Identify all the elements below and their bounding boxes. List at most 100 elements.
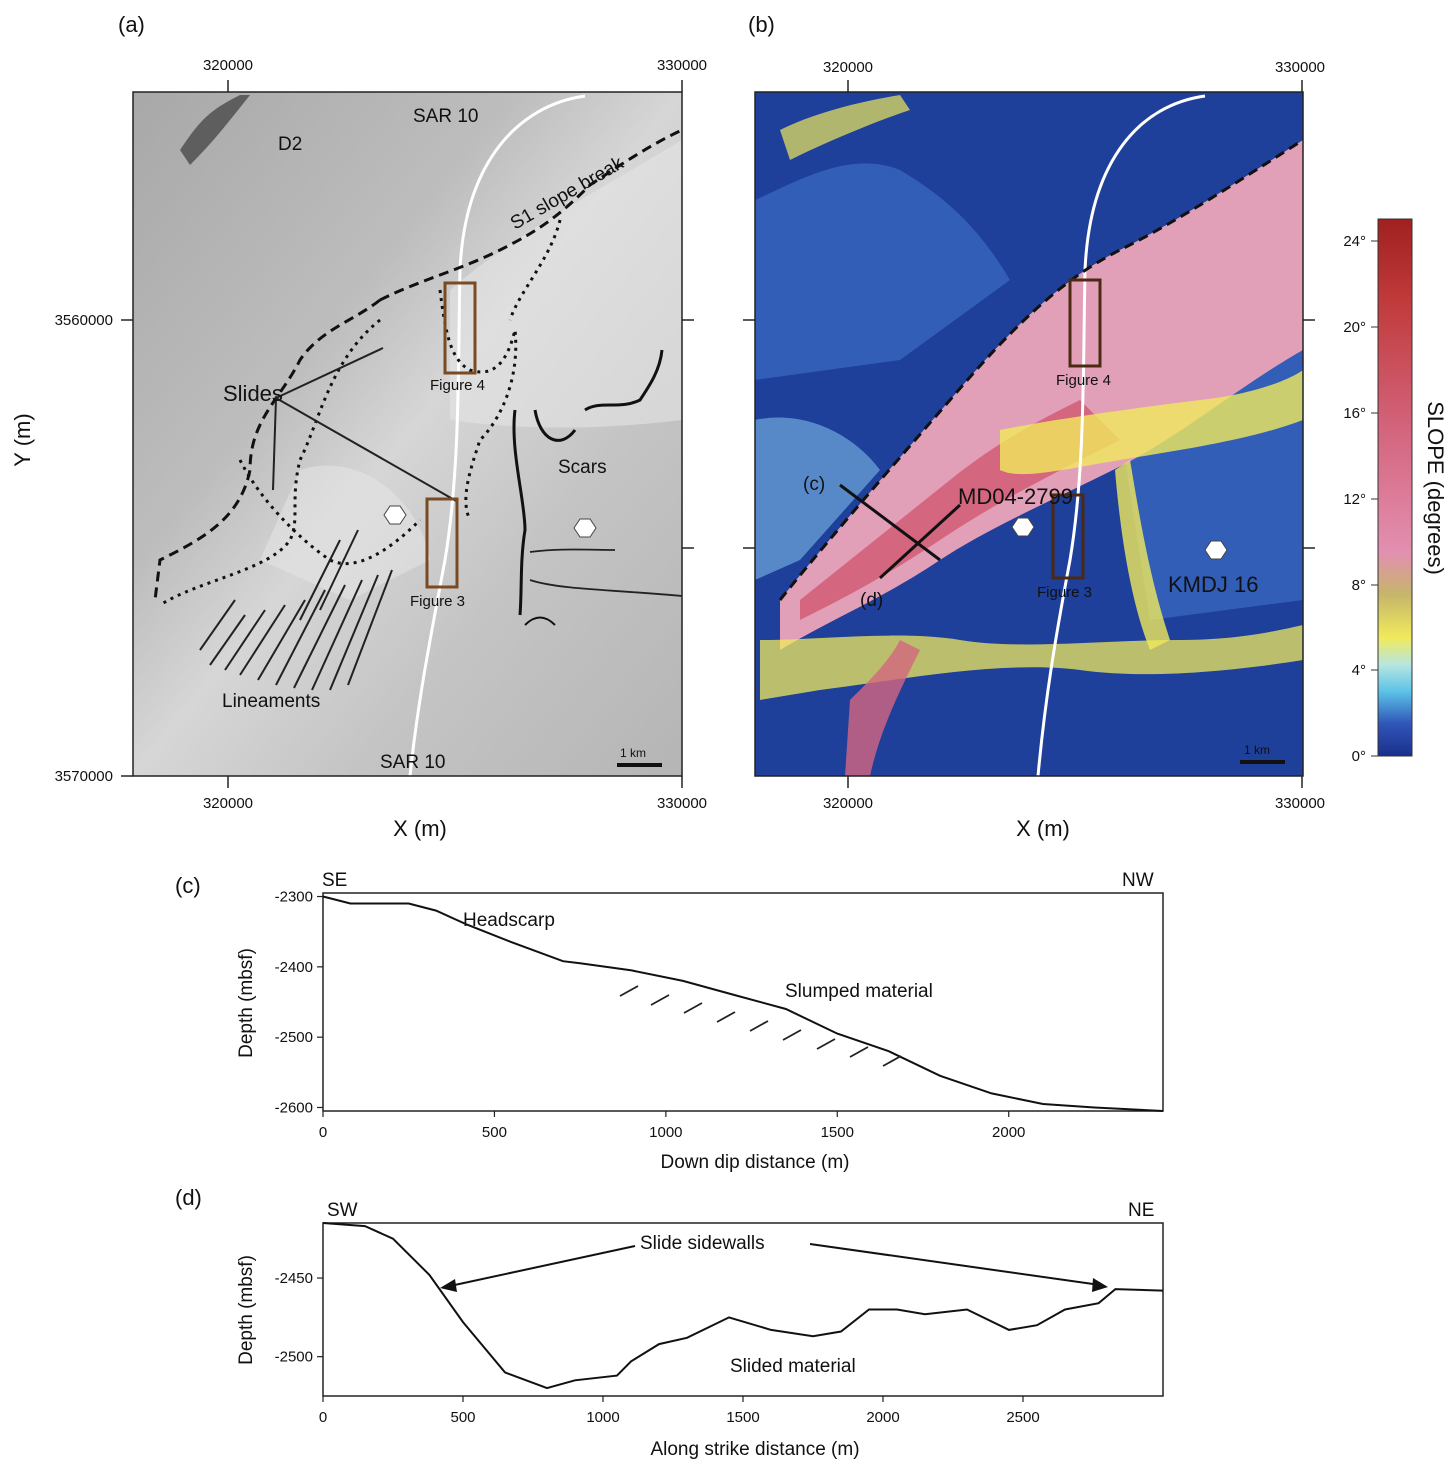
sar10-bottom-label: SAR 10 <box>380 752 445 773</box>
c-x-axis-label: Down dip distance (m) <box>660 1152 849 1173</box>
d-profile-line <box>322 1222 1164 1390</box>
slides-label: Slides <box>223 381 283 406</box>
panel-b-label: (b) <box>748 12 775 37</box>
slumped-material-label: Slumped material <box>785 981 933 1002</box>
sidewall-arrows <box>449 1243 1101 1287</box>
d-xtick-label: 0 <box>319 1409 327 1426</box>
a-ytick-1: 3560000 <box>55 312 113 329</box>
panel-a-map <box>133 92 682 776</box>
d-xtick-label: 1500 <box>726 1409 759 1426</box>
d-left-direction: SW <box>327 1200 358 1221</box>
slide-outline-dotted-4 <box>238 459 422 566</box>
slope-break-line-b <box>778 138 1303 601</box>
yellow-slope-channel <box>1115 460 1170 650</box>
d-xtick-label: 2000 <box>866 1409 899 1426</box>
c-ytick-label: -2400 <box>275 959 313 976</box>
figure3-box-a <box>425 497 459 589</box>
core-md04-2799-label: MD04-2799 <box>958 484 1073 509</box>
sar10-track <box>408 94 586 776</box>
panel-d-label: (d) <box>175 1185 202 1210</box>
moderate-slope-area-1 <box>755 163 1010 380</box>
d-ytick-label: -2450 <box>275 1270 313 1287</box>
sar10-top-label: SAR 10 <box>413 106 478 127</box>
c-xtick-label: 1000 <box>649 1124 682 1141</box>
s1-slope-break-line <box>379 128 682 302</box>
d-xtick-label: 500 <box>450 1409 475 1426</box>
figure4-label-b: Figure 4 <box>1056 372 1111 389</box>
panel-a-ticks <box>121 80 694 788</box>
c-ytick-label: -2300 <box>275 889 313 906</box>
lit-slope <box>450 140 682 428</box>
yellow-slope-zone-1 <box>1000 370 1303 475</box>
figure4-box-a <box>443 281 477 375</box>
a-xtick-bottom-1: 320000 <box>203 795 253 812</box>
a-ytick-2: 3570000 <box>55 768 113 785</box>
lit-slide-area <box>260 465 430 600</box>
a-xtick-top-1: 320000 <box>203 57 253 74</box>
c-xtick-label: 0 <box>319 1124 327 1141</box>
lineament-lines <box>199 529 393 691</box>
yellow-slope-zone-2 <box>760 625 1303 700</box>
lineaments-label: Lineaments <box>222 691 320 712</box>
core-kmdj16-label: KMDJ 16 <box>1168 572 1258 597</box>
headscarp-label: Headscarp <box>463 910 555 931</box>
scale-bar-a <box>617 763 662 767</box>
panel-c-frame <box>322 892 1164 1112</box>
slide-outline-dashed <box>153 298 381 601</box>
d-ytick-label: -2500 <box>275 1349 313 1366</box>
b-xtick-top-2: 330000 <box>1275 59 1325 76</box>
d2-label: D2 <box>278 134 302 155</box>
colorbar-tick-8: 8° <box>1352 577 1366 594</box>
slump-hatch-marks <box>619 985 902 1067</box>
kmdj16-marker <box>1204 540 1228 560</box>
sidewall-arrow-head-left <box>440 1279 457 1292</box>
c-xtick-label: 1500 <box>821 1124 854 1141</box>
a-y-axis-label: Y (m) <box>10 413 35 466</box>
d-xtick-label: 1000 <box>586 1409 619 1426</box>
d-x-axis-label: Along strike distance (m) <box>650 1439 859 1460</box>
panel-b-map <box>755 92 1303 776</box>
scale-bar-b <box>1240 760 1285 764</box>
c-y-axis-label: Depth (mbsf) <box>236 948 257 1058</box>
slided-material-label: Slided material <box>730 1356 856 1377</box>
colorbar-title: SLOPE (degrees) <box>1423 401 1448 575</box>
d-right-direction: NE <box>1128 1200 1154 1221</box>
figure3-box-b <box>1051 493 1085 580</box>
d-y-axis-label: Depth (mbsf) <box>236 1255 257 1365</box>
c-ytick-label: -2500 <box>275 1029 313 1046</box>
colorbar-tick-24: 24° <box>1343 233 1366 250</box>
c-right-direction: NW <box>1122 870 1154 891</box>
slides-leader-lines <box>272 347 459 503</box>
profile-c-line <box>839 483 941 562</box>
figure4-box-b <box>1068 278 1102 368</box>
a-x-axis-label: X (m) <box>393 816 447 841</box>
panel-a-frame <box>132 91 683 777</box>
slide-sidewalls-label: Slide sidewalls <box>640 1233 765 1254</box>
c-profile-line <box>322 895 1164 1112</box>
profile-d-line <box>878 503 962 580</box>
c-ytick-label: -2600 <box>275 1099 313 1116</box>
c-xtick-label: 2000 <box>992 1124 1025 1141</box>
steep-slope-channel <box>845 640 920 776</box>
colorbar-tick-4: 4° <box>1352 662 1366 679</box>
profile-c-label: (c) <box>803 474 825 495</box>
slope-colorbar <box>1377 218 1413 757</box>
scar-line-3 <box>524 616 556 626</box>
colorbar-ticks <box>1371 240 1378 757</box>
b-x-axis-label: X (m) <box>1016 816 1070 841</box>
figure3-label-b: Figure 3 <box>1037 584 1092 601</box>
colorbar-tick-20: 20° <box>1343 319 1366 336</box>
panel-d-plot: 0 500 1000 1500 2000 2500 -2450 -2500 <box>275 1222 1164 1426</box>
a-xtick-top-2: 330000 <box>657 57 707 74</box>
b-xtick-bottom-2: 330000 <box>1275 795 1325 812</box>
colorbar-tick-12: 12° <box>1343 491 1366 508</box>
moderate-slope-area-2 <box>755 417 880 580</box>
c-left-direction: SE <box>322 870 347 891</box>
core-site-2-marker <box>573 518 597 538</box>
figure4-label-a: Figure 4 <box>430 377 485 394</box>
b-xtick-bottom-1: 320000 <box>823 795 873 812</box>
scar-line-1 <box>512 409 527 616</box>
a-xtick-bottom-2: 330000 <box>657 795 707 812</box>
scale-label-a: 1 km <box>620 746 646 760</box>
b-xtick-top-1: 320000 <box>823 59 873 76</box>
